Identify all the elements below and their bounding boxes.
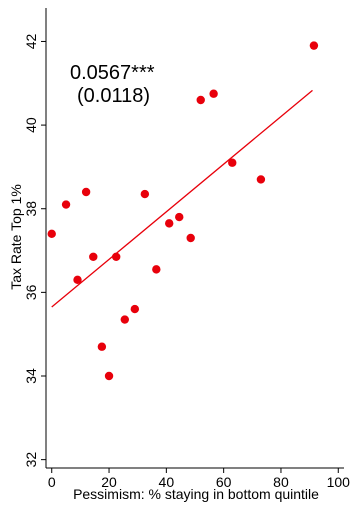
data-points: [47, 41, 319, 381]
fit-line: [51, 89, 313, 308]
data-point: [47, 229, 56, 239]
data-point: [165, 219, 174, 228]
data-point: [209, 89, 218, 98]
y-tick-label: 38: [23, 201, 39, 217]
data-point: [256, 175, 266, 184]
data-point: [89, 252, 98, 262]
coefficient-label: 0.0567***: [70, 62, 155, 84]
x-tick-label: 20: [101, 474, 117, 490]
x-tick-label: 60: [216, 474, 232, 490]
data-point: [120, 315, 129, 324]
data-point: [152, 265, 161, 274]
data-point: [97, 342, 107, 351]
data-point: [309, 41, 319, 50]
y-tick-label: 36: [23, 284, 39, 300]
data-point: [140, 189, 150, 199]
data-point: [228, 158, 237, 167]
y-ticks: 32 34 36 38 40 42: [23, 33, 46, 467]
data-point: [61, 200, 71, 209]
x-ticks: 0 20 40 60 80 100: [48, 468, 350, 490]
y-tick-label: 42: [23, 33, 39, 49]
data-point: [104, 371, 114, 381]
data-point: [196, 95, 205, 105]
x-tick-label: 40: [159, 474, 175, 490]
std-error-label: (0.0118): [77, 85, 150, 107]
data-point: [175, 212, 184, 222]
data-point: [112, 252, 121, 262]
y-tick-label: 32: [23, 452, 39, 468]
y-tick-label: 34: [23, 368, 39, 384]
data-point: [130, 304, 140, 314]
x-tick-label: 80: [273, 474, 289, 490]
x-tick-label: 100: [327, 474, 350, 490]
x-axis-label: Pessimism: % staying in bottom quintile: [73, 486, 319, 502]
y-tick-label: 40: [23, 117, 39, 133]
x-tick-label: 0: [48, 474, 56, 490]
data-point: [186, 233, 195, 243]
data-point: [81, 187, 91, 197]
data-point: [73, 275, 82, 285]
y-axis-label: Tax Rate Top 1%: [8, 184, 24, 290]
